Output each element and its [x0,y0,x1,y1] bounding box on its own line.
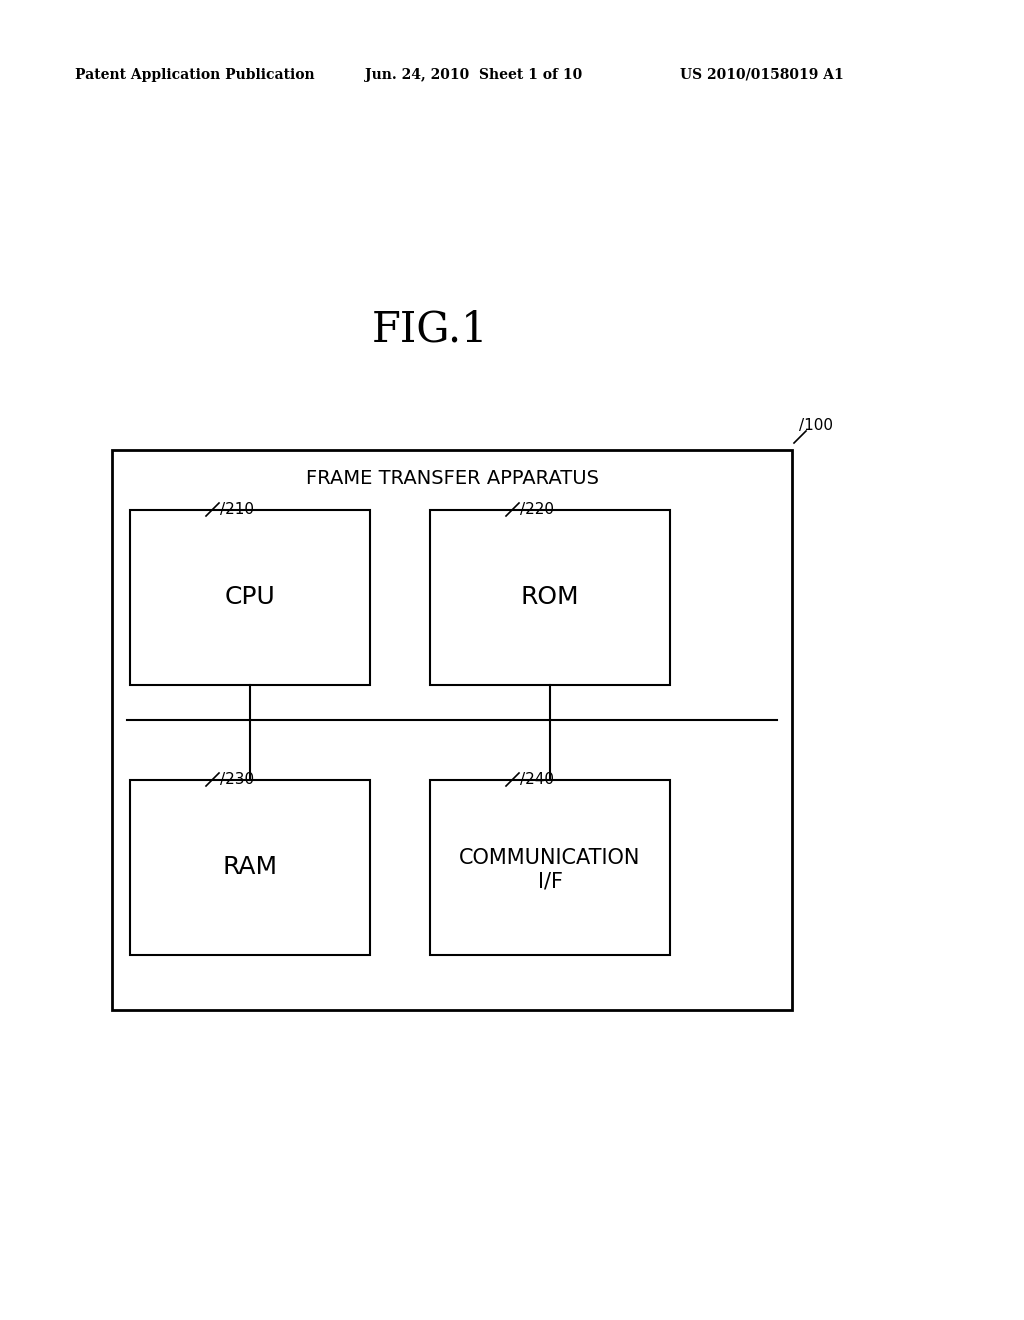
Text: /100: /100 [799,418,833,433]
Text: CPU: CPU [224,586,275,610]
Text: FRAME TRANSFER APPARATUS: FRAME TRANSFER APPARATUS [305,469,598,487]
Bar [130,780,370,954]
Text: I/F: I/F [538,871,562,891]
Text: Patent Application Publication: Patent Application Publication [75,69,314,82]
Bar [430,780,670,954]
Text: /230: /230 [220,772,254,787]
Text: /220: /220 [520,502,554,517]
Bar [130,510,370,685]
Text: /240: /240 [520,772,554,787]
Bar [112,450,792,1010]
Text: US 2010/0158019 A1: US 2010/0158019 A1 [680,69,844,82]
Bar [430,510,670,685]
Text: COMMUNICATION: COMMUNICATION [460,847,641,867]
Text: /210: /210 [220,502,254,517]
Text: FIG.1: FIG.1 [372,309,488,351]
Text: RAM: RAM [222,855,278,879]
Text: ROM: ROM [520,586,580,610]
Text: Jun. 24, 2010  Sheet 1 of 10: Jun. 24, 2010 Sheet 1 of 10 [365,69,583,82]
